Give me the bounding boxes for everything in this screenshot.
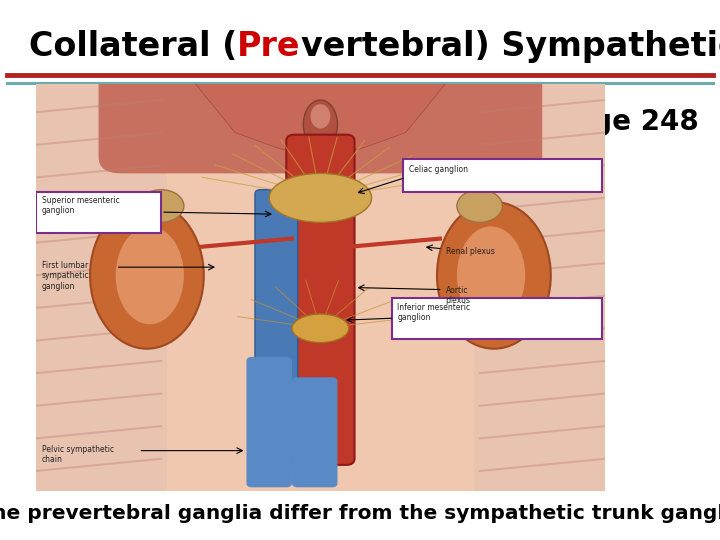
FancyBboxPatch shape xyxy=(36,192,161,233)
Text: Diaphragm: Diaphragm xyxy=(478,132,533,143)
Text: Renal plexus: Renal plexus xyxy=(446,247,495,256)
Text: Pelvic sympathetic
chain: Pelvic sympathetic chain xyxy=(42,444,114,464)
Text: Page 248: Page 248 xyxy=(554,108,698,136)
Ellipse shape xyxy=(437,202,551,349)
FancyBboxPatch shape xyxy=(292,377,338,487)
Ellipse shape xyxy=(457,190,503,222)
Ellipse shape xyxy=(457,226,525,324)
Ellipse shape xyxy=(303,100,338,149)
Text: Aortic
plexus: Aortic plexus xyxy=(446,286,471,305)
FancyBboxPatch shape xyxy=(255,190,297,463)
Text: Superior mesenteric
ganglion: Superior mesenteric ganglion xyxy=(42,196,120,215)
Ellipse shape xyxy=(90,202,204,349)
Ellipse shape xyxy=(116,226,184,324)
Ellipse shape xyxy=(292,314,348,342)
FancyBboxPatch shape xyxy=(246,357,292,487)
FancyBboxPatch shape xyxy=(99,59,542,173)
Text: Pre: Pre xyxy=(237,30,301,63)
Text: Inferior mesenteric
ganglion: Inferior mesenteric ganglion xyxy=(397,303,470,322)
Ellipse shape xyxy=(310,104,330,129)
Ellipse shape xyxy=(269,173,372,222)
Text: First lumbar
sympathetic
ganglion: First lumbar sympathetic ganglion xyxy=(42,261,89,291)
Text: *The prevertebral ganglia differ from the sympathetic trunk ganglia.: *The prevertebral ganglia differ from th… xyxy=(0,504,720,523)
Text: Collateral (: Collateral ( xyxy=(29,30,237,63)
Text: vertebral) Sympathetic Ganglia: vertebral) Sympathetic Ganglia xyxy=(301,30,720,63)
FancyBboxPatch shape xyxy=(36,84,605,491)
FancyBboxPatch shape xyxy=(392,298,602,339)
FancyBboxPatch shape xyxy=(403,159,602,192)
Text: Celiac ganglion: Celiac ganglion xyxy=(408,165,467,174)
FancyBboxPatch shape xyxy=(287,134,354,465)
Polygon shape xyxy=(195,84,446,157)
Ellipse shape xyxy=(138,190,184,222)
FancyBboxPatch shape xyxy=(167,63,474,512)
